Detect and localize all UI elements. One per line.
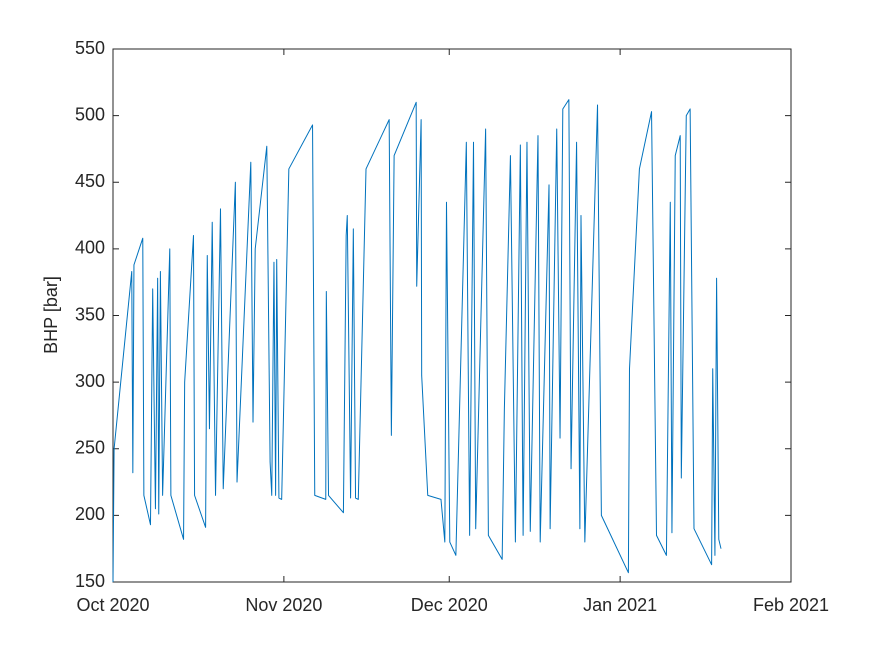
- y-tick-label: 400: [75, 238, 105, 258]
- y-tick-label: 200: [75, 504, 105, 524]
- y-tick-label: 550: [75, 38, 105, 58]
- x-tick-label: Feb 2021: [753, 595, 829, 615]
- y-tick-label: 500: [75, 104, 105, 124]
- x-tick-label: Oct 2020: [76, 595, 149, 615]
- y-axis-label: BHP [bar]: [41, 276, 61, 354]
- data-line: [112, 99, 722, 583]
- y-tick-label: 300: [75, 371, 105, 391]
- x-tick-label: Dec 2020: [411, 595, 488, 615]
- x-tick-label: Nov 2020: [245, 595, 322, 615]
- y-tick-label: 450: [75, 171, 105, 191]
- y-tick-label: 350: [75, 304, 105, 324]
- x-tick-label: Jan 2021: [583, 595, 657, 615]
- y-tick-label: 150: [75, 571, 105, 591]
- y-tick-label: 250: [75, 438, 105, 458]
